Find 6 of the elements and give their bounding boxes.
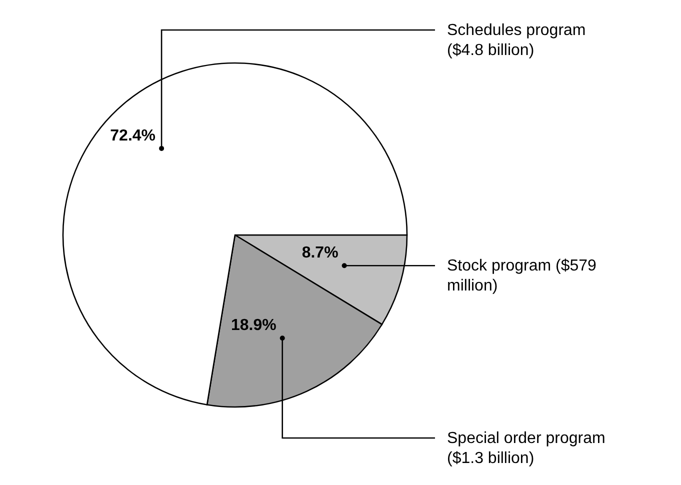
slice-label: Special order program ($1.3 billion) (447, 430, 606, 467)
slice-label: Schedules program ($4.8 billion) (447, 22, 586, 59)
slice-label: Stock program ($579 million) (447, 258, 597, 295)
data-label: 18.9% (230, 317, 276, 334)
data-label: 8.7% (302, 244, 338, 262)
data-label: 72.4% (110, 127, 156, 144)
